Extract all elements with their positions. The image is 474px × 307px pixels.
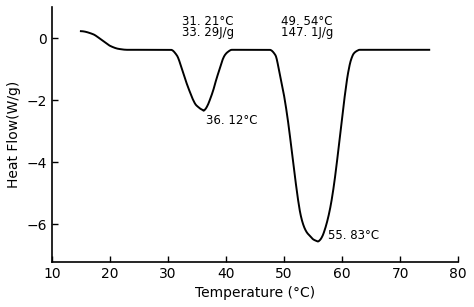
Y-axis label: Heat Flow(W/g): Heat Flow(W/g) [7,81,21,188]
Text: 147. 1J/g: 147. 1J/g [281,26,334,39]
Text: 49. 54°C: 49. 54°C [281,15,333,28]
Text: 36. 12°C: 36. 12°C [206,114,257,127]
Text: 33. 29J/g: 33. 29J/g [182,26,235,39]
Text: 55. 83°C: 55. 83°C [328,229,379,242]
X-axis label: Temperature (°C): Temperature (°C) [195,286,315,300]
Text: 31. 21°C: 31. 21°C [182,15,234,28]
